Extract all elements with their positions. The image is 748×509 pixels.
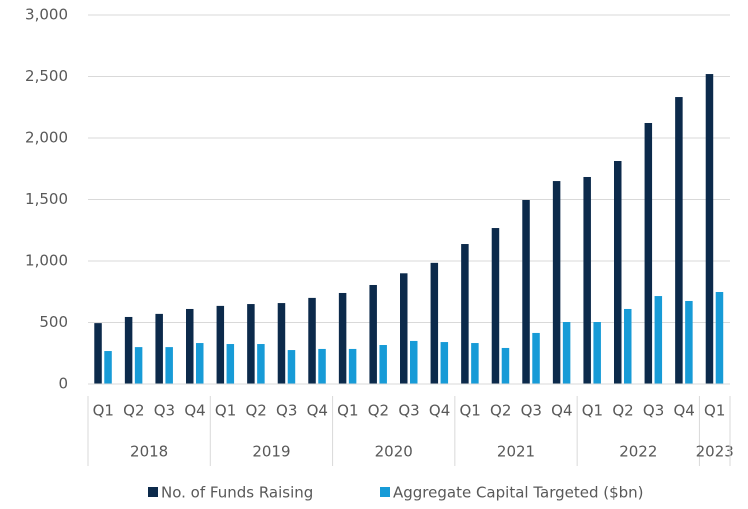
x-tick-label: Q1 xyxy=(704,402,725,420)
bar xyxy=(165,347,173,384)
bar xyxy=(552,181,561,384)
bar xyxy=(410,340,418,384)
x-tick-label: Q1 xyxy=(582,402,603,420)
x-tick-label: Q1 xyxy=(93,402,114,420)
bar xyxy=(430,262,439,384)
bar xyxy=(369,284,377,384)
x-tick-label: Q3 xyxy=(398,402,419,420)
bar xyxy=(196,343,204,384)
y-tick-label: 500 xyxy=(39,313,68,331)
bar xyxy=(685,300,693,384)
x-tick-label: Q2 xyxy=(490,402,511,420)
group-label: 2019 xyxy=(252,443,290,461)
bar xyxy=(94,323,102,384)
group-label: 2023 xyxy=(696,443,734,461)
x-tick-label: Q4 xyxy=(184,402,205,420)
bar xyxy=(614,161,622,384)
y-tick-label: 1,500 xyxy=(25,190,68,208)
bar xyxy=(562,322,571,384)
bar xyxy=(379,345,387,384)
legend-label: Aggregate Capital Targeted ($bn) xyxy=(393,484,644,502)
bar xyxy=(705,74,714,384)
bar xyxy=(491,228,500,384)
x-tick-label: Q2 xyxy=(245,402,266,420)
legend-swatch xyxy=(148,487,158,497)
bar xyxy=(216,305,225,384)
legend-swatch xyxy=(380,487,390,497)
x-tick-label: Q3 xyxy=(521,402,542,420)
bar xyxy=(277,303,286,384)
x-tick-label: Q4 xyxy=(307,402,328,420)
bar xyxy=(348,348,357,384)
bar xyxy=(644,122,653,384)
bar xyxy=(461,244,469,384)
x-tick-label: Q3 xyxy=(154,402,175,420)
x-tick-label: Q3 xyxy=(276,402,297,420)
bar xyxy=(318,348,326,384)
bar xyxy=(532,332,540,384)
x-tick-label: Q4 xyxy=(673,402,694,420)
bar xyxy=(338,292,347,384)
bar xyxy=(501,347,510,384)
bar xyxy=(593,322,601,384)
bar xyxy=(522,199,530,384)
x-tick-label: Q1 xyxy=(215,402,236,420)
bar xyxy=(134,347,143,384)
bar xyxy=(471,343,479,384)
bar xyxy=(247,304,255,384)
y-tick-label: 0 xyxy=(58,375,68,393)
bar xyxy=(715,291,724,384)
bar xyxy=(124,316,133,384)
bar xyxy=(624,308,632,384)
group-label: 2021 xyxy=(497,443,535,461)
bar xyxy=(440,342,449,384)
y-tick-label: 1,000 xyxy=(25,252,68,270)
legend-label: No. of Funds Raising xyxy=(161,484,313,502)
group-label: 2022 xyxy=(619,443,657,461)
bar xyxy=(654,296,663,384)
bar xyxy=(287,350,296,384)
bar xyxy=(155,313,163,384)
y-tick-label: 2,500 xyxy=(25,67,68,85)
bar xyxy=(104,351,112,384)
y-tick-label: 3,000 xyxy=(25,6,68,24)
x-tick-label: Q2 xyxy=(368,402,389,420)
group-label: 2018 xyxy=(130,443,168,461)
x-tick-label: Q4 xyxy=(429,402,450,420)
bar xyxy=(400,273,408,384)
x-tick-label: Q4 xyxy=(551,402,572,420)
bar xyxy=(257,344,265,384)
x-tick-label: Q3 xyxy=(643,402,664,420)
x-tick-label: Q2 xyxy=(123,402,144,420)
bar xyxy=(675,97,683,384)
x-tick-label: Q2 xyxy=(612,402,633,420)
x-tick-label: Q1 xyxy=(459,402,480,420)
group-label: 2020 xyxy=(375,443,413,461)
x-tick-label: Q1 xyxy=(337,402,358,420)
y-tick-label: 2,000 xyxy=(25,129,68,147)
bar xyxy=(583,176,591,384)
bar xyxy=(186,308,194,384)
bar xyxy=(308,297,316,384)
bar xyxy=(226,344,235,384)
